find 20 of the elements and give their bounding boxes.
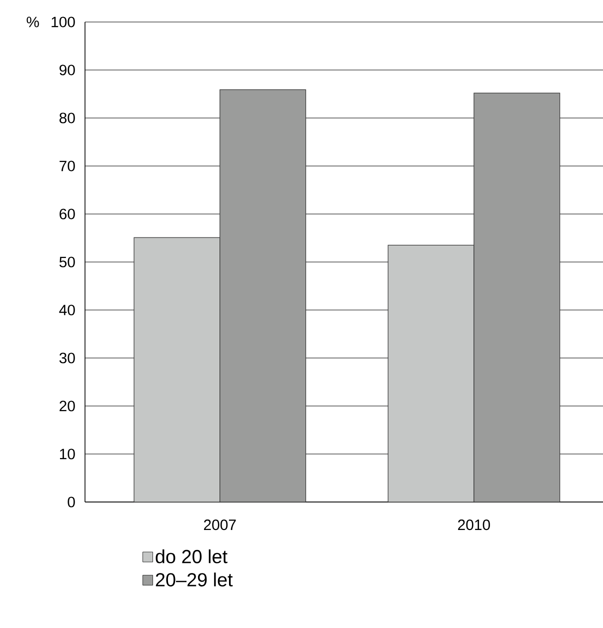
y-tick-label: 80	[60, 112, 75, 124]
y-tick-label: 50	[59, 256, 75, 268]
y-tick-label: 70	[60, 160, 75, 172]
y-tick-label: 100	[52, 16, 75, 28]
bar	[134, 237, 220, 502]
bar	[220, 89, 306, 502]
y-tick-label: 60	[60, 208, 75, 220]
y-axis-title: %	[26, 16, 39, 28]
bar	[474, 92, 560, 502]
y-tick-label: 0	[68, 496, 75, 508]
y-tick-label: 40	[59, 304, 75, 316]
y-tick-label: 90	[60, 64, 75, 76]
bar	[388, 244, 474, 502]
y-tick-label: 20	[60, 400, 75, 412]
x-tick-label: 2007	[204, 520, 236, 530]
y-tick-label: 10	[60, 448, 75, 460]
legend-label: 20–29 let	[156, 572, 233, 586]
y-tick-label: 30	[59, 352, 75, 364]
x-tick-label: 2010	[458, 520, 490, 530]
legend-label: do 20 let	[156, 549, 228, 564]
